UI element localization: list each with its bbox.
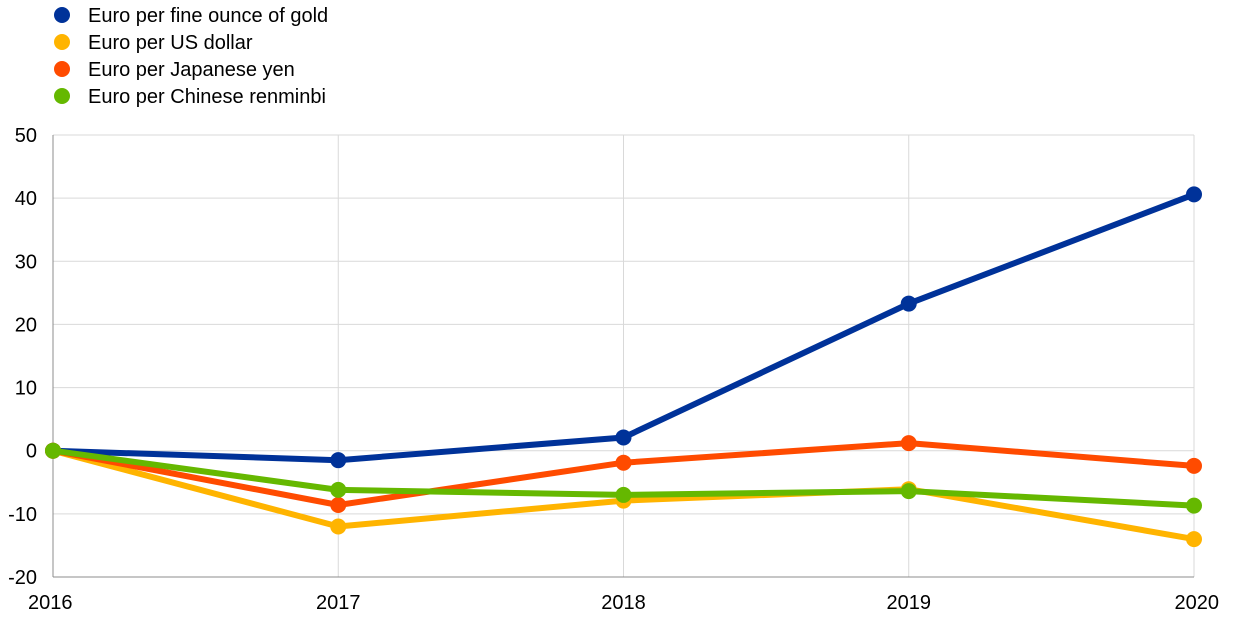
plot-area (45, 186, 1202, 548)
data-point (45, 442, 61, 459)
series-euro-per-chinese-renminbi (45, 442, 1202, 514)
data-point (900, 483, 917, 500)
y-tick-label: 30 (15, 251, 37, 273)
x-tick-label: 2018 (601, 592, 646, 614)
legend-label: Euro per US dollar (88, 32, 253, 54)
legend-label: Euro per fine ounce of gold (88, 5, 328, 27)
legend-marker (54, 34, 70, 50)
x-axis: 2016 2017 2018 2019 2020 (28, 592, 1219, 614)
y-tick-label: 50 (15, 125, 37, 147)
data-point (615, 486, 632, 503)
data-point (1186, 531, 1202, 548)
y-tick-label: 0 (26, 441, 37, 463)
y-tick-label: 40 (15, 188, 37, 210)
series-euro-per-japanese-yen (45, 435, 1202, 514)
y-tick-label: 20 (15, 314, 37, 336)
y-axis: 50 40 30 20 10 0 -10 -20 (8, 125, 37, 589)
y-tick-label: 10 (15, 378, 37, 400)
data-point (330, 518, 347, 535)
legend-item: Euro per Japanese yen (54, 59, 295, 81)
legend-item: Euro per fine ounce of gold (54, 5, 328, 27)
y-tick-label: -10 (8, 504, 37, 526)
x-tick-label: 2019 (887, 592, 932, 614)
data-point (615, 429, 632, 446)
x-tick-label: 2016 (28, 592, 73, 614)
data-point (900, 295, 917, 312)
grid (52, 134, 1195, 578)
y-tick-label: -20 (8, 567, 37, 589)
data-point (1186, 186, 1202, 203)
x-tick-label: 2020 (1175, 592, 1220, 614)
legend-marker (54, 61, 70, 77)
data-point (1186, 457, 1202, 474)
data-point (330, 497, 347, 514)
data-point (330, 452, 347, 469)
data-point (330, 481, 347, 498)
legend-marker (54, 88, 70, 104)
legend-item: Euro per US dollar (54, 32, 253, 54)
data-point (615, 454, 632, 471)
legend-label: Euro per Chinese renminbi (88, 86, 326, 108)
x-tick-label: 2017 (316, 592, 361, 614)
data-point (1186, 497, 1202, 514)
legend: Euro per fine ounce of gold Euro per US d… (54, 5, 328, 108)
legend-marker (54, 7, 70, 23)
legend-item: Euro per Chinese renminbi (54, 86, 326, 108)
data-point (900, 435, 917, 452)
legend-label: Euro per Japanese yen (88, 59, 295, 81)
